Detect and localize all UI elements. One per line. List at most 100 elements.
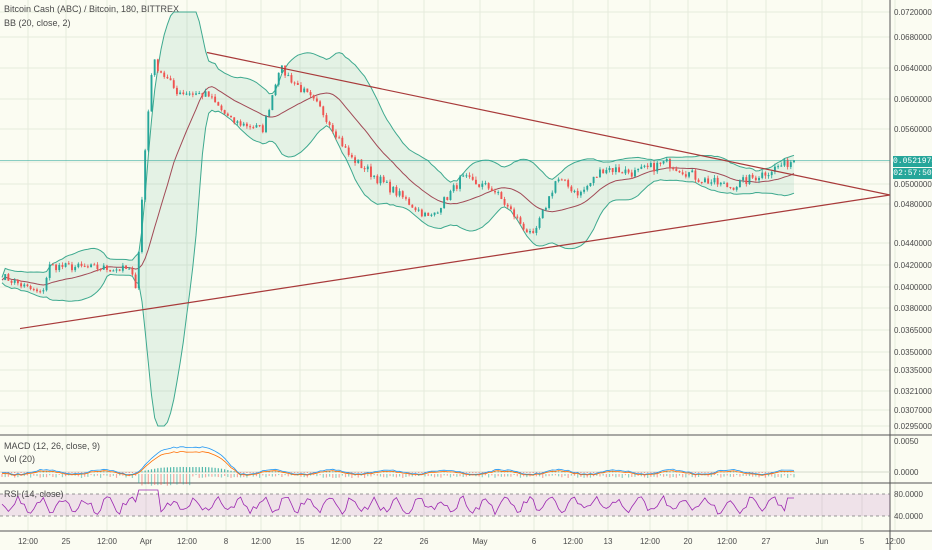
- macd-histogram-bar: [669, 471, 671, 473]
- volume-bar: [532, 474, 534, 476]
- candle-body: [471, 176, 474, 180]
- candle-body: [436, 212, 439, 214]
- volume-bar: [497, 474, 499, 477]
- macd-histogram-bar: [154, 468, 156, 473]
- volume-bar: [182, 474, 184, 485]
- macd-histogram-bar: [23, 472, 25, 473]
- macd-histogram-bar: [634, 472, 636, 473]
- volume-bar: [793, 474, 795, 478]
- volume-bar: [220, 474, 223, 478]
- macd-histogram-bar: [84, 472, 86, 473]
- candle-body: [335, 131, 337, 138]
- volume-bar: [551, 474, 553, 476]
- candle-body: [223, 110, 226, 114]
- macd-histogram-bar: [306, 472, 308, 473]
- volume-bar: [647, 474, 649, 478]
- volume-bar: [255, 474, 258, 477]
- volume-bar: [593, 474, 595, 477]
- volume-bar: [10, 474, 13, 476]
- candle-body: [455, 185, 458, 189]
- candle-body: [554, 181, 557, 193]
- volume-bar: [564, 474, 566, 476]
- volume-bar: [179, 474, 181, 484]
- macd-histogram-bar: [666, 471, 668, 473]
- volume-bar: [154, 474, 156, 485]
- macd-histogram-bar: [383, 471, 385, 473]
- volume-bar: [717, 474, 719, 476]
- volume-bar: [459, 474, 461, 477]
- candle-body: [392, 186, 395, 193]
- volume-bar: [640, 474, 642, 477]
- volume-bar: [783, 474, 786, 476]
- volume-bar: [351, 474, 353, 478]
- candle-body: [217, 102, 220, 106]
- macd-histogram-bar: [192, 467, 194, 473]
- candle-body: [783, 159, 786, 166]
- macd-histogram-bar: [529, 472, 531, 473]
- candle-body: [347, 147, 350, 155]
- candle-body: [449, 191, 452, 200]
- candle-body: [220, 105, 223, 111]
- macd-histogram-bar: [360, 472, 363, 473]
- volume-bar: [306, 474, 308, 478]
- macd-histogram-bar: [224, 469, 226, 473]
- macd-histogram-bar: [230, 470, 232, 473]
- volume-bar: [478, 474, 480, 477]
- candle-body: [280, 65, 283, 73]
- time-tick-label: 12:00: [177, 537, 198, 546]
- candle-body: [395, 186, 398, 196]
- macd-histogram-bar: [354, 472, 356, 473]
- macd-histogram-bar: [39, 471, 41, 473]
- macd-histogram-bar: [309, 472, 312, 473]
- time-tick-label: 12:00: [97, 537, 118, 546]
- candle-body: [265, 116, 267, 133]
- macd-histogram-bar: [160, 467, 162, 473]
- candle-body: [611, 168, 614, 173]
- candle-body: [599, 169, 601, 178]
- volume-bar: [586, 474, 588, 478]
- volume-bar: [624, 474, 627, 476]
- macd-histogram-bar: [519, 472, 522, 473]
- candle-body: [427, 212, 430, 216]
- candle-body: [678, 170, 681, 173]
- macd-histogram-bar: [239, 472, 242, 473]
- volume-bar: [519, 474, 522, 478]
- macd-histogram-bar: [567, 471, 569, 473]
- macd-histogram-bar: [325, 471, 328, 473]
- volume-bar: [669, 474, 671, 478]
- candle-body: [465, 175, 468, 177]
- time-tick-label: 12:00: [640, 537, 661, 546]
- volume-bar: [319, 474, 321, 476]
- macd-histogram-bar: [468, 472, 471, 473]
- macd-histogram-bar: [411, 472, 413, 473]
- candle-body: [328, 122, 331, 126]
- volume-bar: [157, 474, 159, 486]
- volume-bar: [236, 474, 238, 478]
- candle-body: [659, 162, 662, 164]
- candle-body: [379, 176, 382, 184]
- volume-bar: [573, 474, 576, 476]
- macd-histogram-bar: [338, 471, 340, 473]
- candle-body: [287, 75, 290, 77]
- volume-bar: [230, 474, 232, 478]
- macd-histogram-bar: [265, 471, 267, 473]
- volume-bar: [185, 474, 188, 485]
- candle-body: [627, 169, 630, 173]
- volume-bar: [408, 474, 410, 477]
- volume-bar: [55, 474, 57, 478]
- candle-body: [468, 175, 471, 177]
- volume-bar: [313, 474, 315, 476]
- macd-histogram-bar: [20, 472, 22, 473]
- rsi-tick-label: 80.0000: [894, 490, 923, 499]
- volume-bar: [535, 474, 537, 477]
- macd-histogram-bar: [408, 472, 410, 473]
- candle-body: [4, 274, 7, 281]
- volume-bar: [106, 474, 108, 476]
- candle-body: [649, 163, 652, 167]
- volume-bar: [52, 474, 54, 478]
- macd-histogram-bar: [220, 468, 223, 473]
- volume-bar: [488, 474, 490, 478]
- macd-histogram-bar: [653, 472, 655, 473]
- volume-bar: [262, 474, 264, 476]
